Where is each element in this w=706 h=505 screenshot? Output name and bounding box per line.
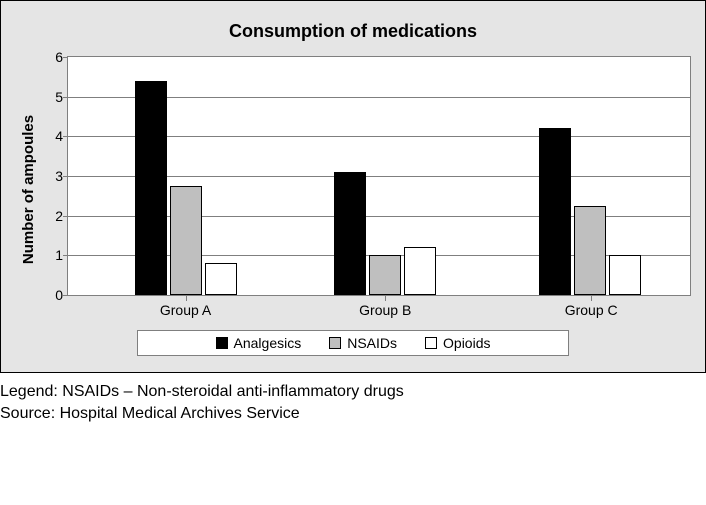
legend-swatch: [216, 337, 228, 349]
y-tick-label: 0: [55, 287, 63, 303]
bar: [205, 263, 237, 295]
legend-label: Analgesics: [234, 335, 302, 351]
chart-title: Consumption of medications: [15, 21, 691, 42]
legend-item: Opioids: [425, 335, 490, 351]
x-tick-mark: [186, 296, 187, 301]
bar-group: [539, 128, 641, 295]
x-axis-labels: Group A Group B Group C: [67, 296, 691, 322]
y-axis-label: Number of ampoules: [21, 114, 38, 263]
y-tick-label: 4: [55, 128, 63, 144]
bar: [170, 186, 202, 295]
bar-group: [334, 172, 436, 295]
y-tick-label: 1: [55, 247, 63, 263]
bar: [539, 128, 571, 295]
legend-item: Analgesics: [216, 335, 302, 351]
legend-swatch: [329, 337, 341, 349]
x-tick-label: Group C: [565, 302, 618, 318]
x-tick-mark: [385, 296, 386, 301]
bar: [404, 247, 436, 295]
x-tick-label: Group B: [359, 302, 411, 318]
y-tick-mark: [63, 176, 68, 177]
y-tick-label: 2: [55, 208, 63, 224]
y-tick-mark: [63, 57, 68, 58]
bar: [135, 81, 167, 295]
y-tick-mark: [63, 97, 68, 98]
x-tick-mark: [591, 296, 592, 301]
legend-item: NSAIDs: [329, 335, 397, 351]
y-tick-label: 5: [55, 89, 63, 105]
legend-label: NSAIDs: [347, 335, 397, 351]
legend-label: Opioids: [443, 335, 490, 351]
bar: [609, 255, 641, 295]
chart-body: Number of ampoules 0123456 Group AGroup …: [15, 56, 691, 322]
y-axis-label-container: Number of ampoules: [15, 56, 43, 322]
legend-swatch: [425, 337, 437, 349]
bar: [369, 255, 401, 295]
y-tick-mark: [63, 216, 68, 217]
bar: [334, 172, 366, 295]
bar: [574, 206, 606, 295]
y-tick-label: 6: [55, 49, 63, 65]
legend-footnote: Legend: NSAIDs – Non-steroidal anti-infl…: [0, 381, 706, 403]
legend: Analgesics NSAIDs Opioids: [137, 330, 569, 356]
bar-group: [135, 81, 237, 295]
footnotes: Legend: NSAIDs – Non-steroidal anti-infl…: [0, 381, 706, 426]
x-tick-label: Group A: [160, 302, 211, 318]
plot-area: [67, 56, 691, 296]
y-tick-mark: [63, 136, 68, 137]
y-tick-label: 3: [55, 168, 63, 184]
plot-wrap: Group A Group B Group C: [67, 56, 691, 322]
y-tick-mark: [63, 255, 68, 256]
chart-panel: Consumption of medications Number of amp…: [0, 0, 706, 373]
source-footnote: Source: Hospital Medical Archives Servic…: [0, 403, 706, 425]
